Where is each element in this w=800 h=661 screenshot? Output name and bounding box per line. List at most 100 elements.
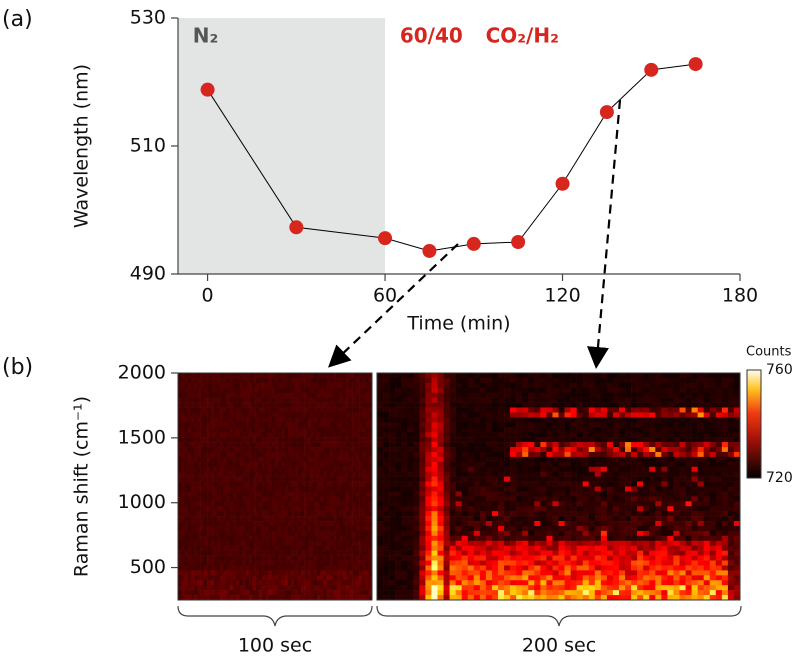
- heatmap-cell: [256, 487, 260, 492]
- heatmap-cell: [291, 575, 295, 580]
- heatmap-cell: [438, 447, 444, 452]
- heatmap-cell: [362, 565, 366, 570]
- heatmap-cell: [210, 447, 214, 452]
- heatmap-cell: [197, 561, 201, 566]
- heatmap-cell: [383, 408, 389, 413]
- heatmap-cell: [456, 496, 462, 501]
- heatmap-cell: [217, 551, 221, 556]
- heatmap-cell: [431, 408, 437, 413]
- heatmap-cell: [304, 378, 308, 383]
- heatmap-cell: [607, 437, 613, 442]
- heatmap-cell: [577, 373, 583, 378]
- heatmap-cell: [230, 531, 234, 536]
- heatmap-cell: [680, 412, 686, 417]
- heatmap-cell: [522, 546, 528, 551]
- heatmap-cell: [288, 506, 292, 511]
- heatmap-cell: [631, 383, 637, 388]
- heatmap-cell: [356, 412, 360, 417]
- heatmap-cell: [181, 412, 185, 417]
- heatmap-cell: [595, 482, 601, 487]
- heatmap-cell: [667, 422, 673, 427]
- heatmap-cell: [366, 388, 370, 393]
- heatmap-cell: [197, 501, 201, 506]
- heatmap-cell: [178, 393, 182, 398]
- heatmap-cell: [673, 412, 679, 417]
- heatmap-cell: [294, 467, 298, 472]
- heatmap-cell: [230, 378, 234, 383]
- heatmap-cell: [583, 417, 589, 422]
- heatmap-cell: [288, 590, 292, 595]
- heatmap-cell: [220, 417, 224, 422]
- heatmap-cell: [294, 383, 298, 388]
- heatmap-cell: [649, 472, 655, 477]
- heatmap-cell: [320, 531, 324, 536]
- heatmap-cell: [528, 546, 534, 551]
- heatmap-cell: [233, 472, 237, 477]
- heatmap-cell: [327, 487, 331, 492]
- heatmap-cell: [353, 383, 357, 388]
- heatmap-cell: [619, 526, 625, 531]
- heatmap-cell: [223, 565, 227, 570]
- heatmap-cell: [243, 427, 247, 432]
- heatmap-cell: [366, 501, 370, 506]
- heatmap-cell: [462, 393, 468, 398]
- heatmap-cell: [480, 447, 486, 452]
- heatmap-cell: [613, 511, 619, 516]
- heatmap-cell: [486, 432, 492, 437]
- heatmap-cell: [704, 521, 710, 526]
- heatmap-cell: [450, 432, 456, 437]
- heatmap-cell: [468, 408, 474, 413]
- heatmap-cell: [356, 546, 360, 551]
- heatmap-cell: [220, 575, 224, 580]
- heatmap-cell: [217, 541, 221, 546]
- heatmap-cell: [395, 378, 401, 383]
- heatmap-cell: [262, 516, 266, 521]
- heatmap-cell: [419, 462, 425, 467]
- heatmap-cell: [444, 526, 450, 531]
- heatmap-cell: [239, 496, 243, 501]
- heatmap-cell: [201, 442, 205, 447]
- heatmap-cell: [722, 506, 728, 511]
- heatmap-cell: [498, 491, 504, 496]
- heatmap-cell: [327, 511, 331, 516]
- heatmap-cell: [716, 491, 722, 496]
- heatmap-cell: [486, 408, 492, 413]
- heatmap-cell: [559, 541, 565, 546]
- heatmap-cell: [649, 541, 655, 546]
- heatmap-cell: [692, 373, 698, 378]
- heatmap-cell: [595, 393, 601, 398]
- heatmap-cell: [413, 383, 419, 388]
- heatmap-cell: [330, 556, 334, 561]
- heatmap-cell: [353, 531, 357, 536]
- heatmap-cell: [655, 442, 661, 447]
- heatmap-cell: [510, 531, 516, 536]
- heatmap-cell: [395, 536, 401, 541]
- heatmap-cell: [249, 565, 253, 570]
- heatmap-cell: [734, 521, 740, 526]
- heatmap-cell: [281, 531, 285, 536]
- heatmap-cell: [294, 531, 298, 536]
- heatmap-cell: [184, 585, 188, 590]
- heatmap-cell: [601, 422, 607, 427]
- heatmap-cell: [462, 373, 468, 378]
- heatmap-cell: [346, 570, 350, 575]
- heatmap-cell: [552, 482, 558, 487]
- heatmap-cell: [246, 521, 250, 526]
- heatmap-cell: [288, 452, 292, 457]
- heatmap-cell: [304, 412, 308, 417]
- heatmap-cell: [236, 506, 240, 511]
- heatmap-cell: [680, 388, 686, 393]
- heatmap-cell: [320, 437, 324, 442]
- heatmap-cell: [259, 526, 263, 531]
- heatmap-cell: [298, 452, 302, 457]
- heatmap-cell: [184, 442, 188, 447]
- heatmap-cell: [704, 496, 710, 501]
- heatmap-cell: [516, 511, 522, 516]
- heatmap-cell: [243, 432, 247, 437]
- heatmap-cell: [230, 422, 234, 427]
- heatmap-cell: [327, 398, 331, 403]
- heatmap-cell: [362, 447, 366, 452]
- heatmap-cell: [667, 531, 673, 536]
- heatmap-cell: [722, 472, 728, 477]
- heatmap-cell: [583, 482, 589, 487]
